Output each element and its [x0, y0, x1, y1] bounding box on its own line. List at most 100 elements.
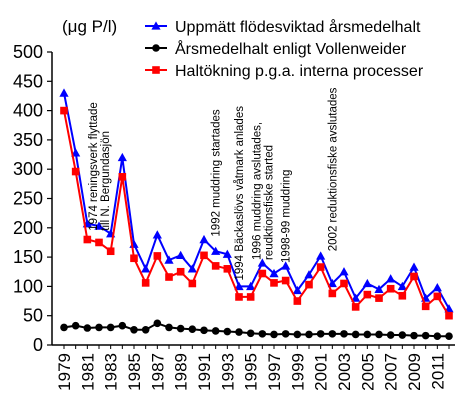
y-tick-label: 100: [13, 276, 43, 296]
series-line: [63, 92, 450, 310]
data-point: [95, 238, 103, 247]
data-point: [223, 265, 232, 273]
data-point: [339, 267, 349, 276]
data-point: [305, 330, 313, 339]
data-point: [234, 281, 244, 291]
x-tick-label: 2003: [335, 353, 354, 391]
data-point: [94, 221, 104, 230]
data-point: [130, 325, 138, 334]
annotation-layer: 1974 reningsverk flyttade till N. Bergund…: [88, 87, 339, 280]
data-point: [433, 292, 442, 301]
data-point: [118, 321, 127, 330]
series-square: [60, 106, 453, 320]
annotation-label: 1998-99 muddring: [281, 170, 293, 263]
data-point: [235, 328, 243, 336]
data-point: [316, 330, 325, 338]
data-point: [258, 330, 267, 338]
data-point: [106, 323, 115, 332]
y-tick-label: 200: [13, 218, 43, 238]
legend-entry: Årsmedelhalt enligt Vollenweider: [145, 39, 407, 58]
data-point: [211, 262, 220, 270]
x-tick-label: 1997: [265, 353, 284, 391]
data-point: [409, 262, 419, 271]
y-tick-label: 0: [33, 335, 43, 355]
data-point: [257, 258, 267, 267]
data-point: [246, 281, 256, 291]
data-point: [246, 329, 255, 338]
data-point: [141, 279, 150, 287]
data-point: [374, 284, 384, 294]
data-point: [222, 249, 232, 258]
data-point: [421, 331, 430, 340]
x-tick-label: 1989: [172, 353, 191, 391]
y-tick-label: 500: [13, 42, 43, 62]
y-tick-label: 450: [13, 71, 43, 91]
data-point: [316, 251, 326, 260]
annotation-label: 1974 reningsverk flyttade: [88, 102, 100, 231]
data-point: [71, 321, 80, 330]
x-tick-label: 1995: [242, 353, 261, 391]
data-point: [421, 302, 430, 311]
data-point: [327, 278, 337, 288]
data-point: [398, 291, 407, 300]
data-point: [281, 276, 290, 285]
legend-label: Uppmätt flödesviktad årsmedelhalt: [175, 18, 421, 36]
data-point: [445, 332, 453, 341]
series-circle: [60, 319, 453, 341]
x-tick-label: 2007: [382, 353, 401, 391]
series-line: [63, 322, 449, 338]
axes: 0 50 100 150 200 250 300 350 400 450 500 1979 1981 19…: [13, 42, 455, 391]
legend: Uppmätt flödesviktad årsmedelhalt Årsmede…: [145, 18, 424, 80]
data-point: [386, 331, 395, 339]
x-tick-label: 2009: [405, 353, 424, 391]
x-tick-label: 1993: [218, 353, 237, 391]
data-point: [351, 330, 360, 339]
data-point: [211, 327, 220, 335]
data-point: [59, 88, 69, 97]
y-tick-label: 50: [23, 306, 43, 326]
data-point: [153, 319, 162, 328]
data-point: [188, 325, 197, 333]
data-point: [60, 106, 68, 115]
legend-label: Årsmedelhalt enligt Vollenweider: [175, 39, 407, 58]
data-point: [164, 255, 174, 264]
data-point: [176, 267, 185, 276]
x-tick-label: 1983: [102, 353, 121, 391]
data-point: [141, 325, 150, 334]
legend-swatch-marker: [151, 21, 161, 30]
data-point: [152, 230, 162, 239]
data-point: [445, 311, 453, 320]
y-tick-label: 150: [13, 247, 43, 267]
x-tick-label: 2001: [312, 353, 331, 391]
x-tick-label: 1985: [125, 353, 144, 391]
y-tick-label: 300: [13, 159, 43, 179]
data-point: [83, 235, 92, 244]
data-point: [200, 326, 208, 335]
data-point: [340, 279, 348, 288]
legend-swatch-marker: [152, 44, 160, 52]
data-point: [200, 251, 208, 260]
data-point: [305, 280, 313, 289]
data-point: [118, 173, 127, 181]
data-point: [106, 247, 115, 256]
x-tick-label: 1987: [148, 353, 167, 391]
data-point: [176, 250, 186, 260]
data-point: [223, 327, 232, 336]
data-point: [293, 330, 302, 339]
data-point: [363, 330, 372, 339]
data-point: [293, 297, 302, 305]
data-point: [386, 284, 395, 293]
annotation-label: reudktionsfiske started: [263, 145, 275, 260]
annotation-label: 2002 reduktionsfiske avslutades: [327, 87, 339, 251]
data-point: [304, 270, 314, 279]
legend-entry: Haltökning p.g.a. interna processer: [145, 63, 424, 80]
data-point: [270, 330, 278, 339]
data-point: [410, 272, 418, 281]
y-axis-unit-label: (μg P/l): [62, 17, 117, 36]
data-point: [176, 324, 185, 333]
data-point: [281, 261, 291, 270]
data-point: [165, 323, 173, 332]
x-tick-label: 2011: [428, 353, 447, 390]
data-point: [328, 330, 337, 338]
